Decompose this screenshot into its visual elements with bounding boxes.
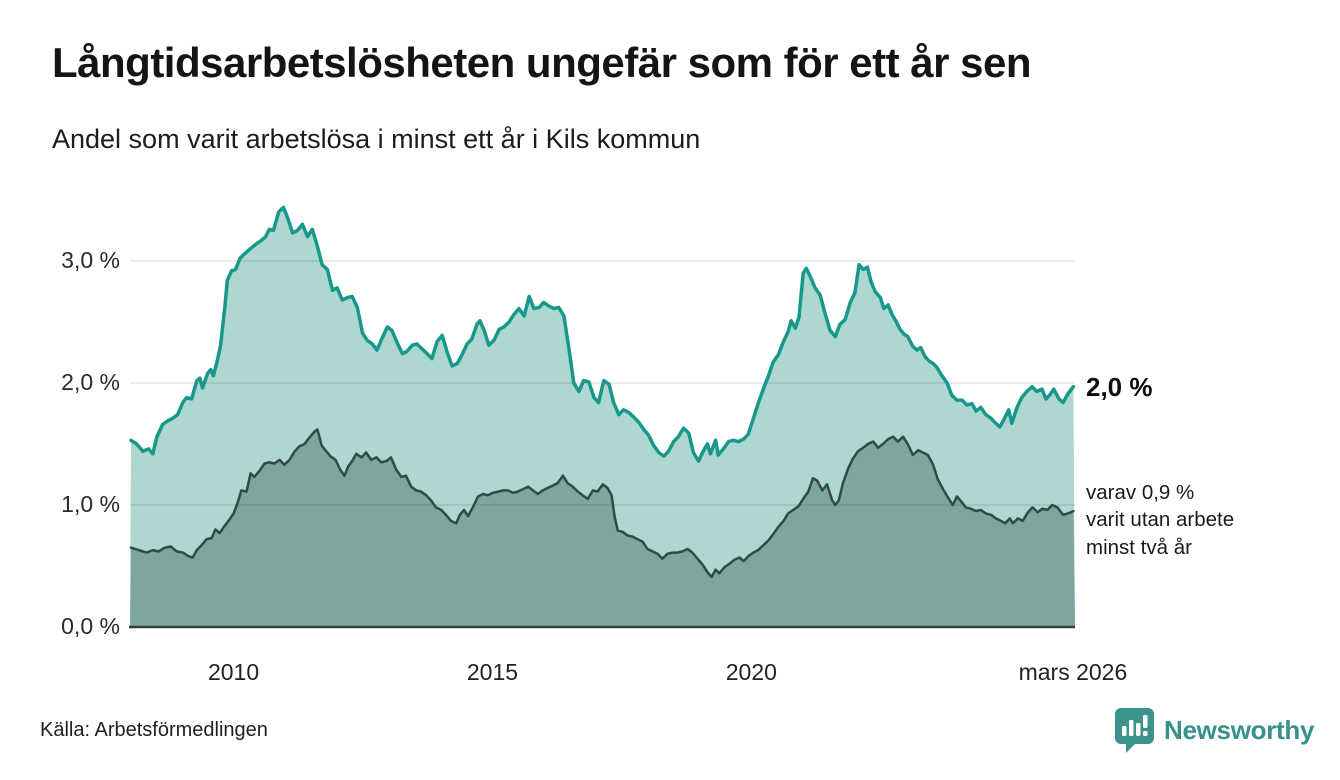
x-tick-label-2015: 2015 (466, 659, 519, 685)
annotation-line-3: minst två år (1086, 535, 1192, 559)
source-credit: Källa: Arbetsförmedlingen (40, 719, 268, 741)
x-tick-label-2020: 2020 (725, 659, 777, 685)
page-title: Långtidsarbetslösheten ungefär som för e… (52, 39, 1032, 86)
y-tick-label-30: 3,0 % (61, 247, 120, 273)
newsworthy-logo-text: Newsworthy (1164, 714, 1315, 745)
x-tick-label-2010: 2010 (207, 659, 260, 685)
newsworthy-logo: Newsworthy (1113, 706, 1314, 754)
page-subtitle: Andel som varit arbetslösa i minst ett å… (52, 124, 701, 154)
series-line-0 (129, 205, 1076, 463)
newsworthy-logo-icon (1115, 708, 1154, 753)
y-tick-label-10: 1,0 % (61, 491, 120, 517)
x-tick-label-mars2026: mars 2026 (1018, 659, 1128, 685)
series-end-value-label: 2,0 % (1086, 372, 1153, 402)
secondary-series-annotation: varav 0,9 % varit utan arbete minst två … (1086, 479, 1234, 561)
annotation-line-2: varit utan arbete (1086, 508, 1235, 532)
series-line-1 (129, 428, 1075, 579)
area-fill-series-1 (130, 429, 1075, 627)
annotation-line-1: varav 0,9 % (1086, 481, 1195, 504)
y-tick-label-20: 2,0 % (61, 369, 120, 395)
y-tick-label-00: 0,0 % (61, 613, 120, 639)
